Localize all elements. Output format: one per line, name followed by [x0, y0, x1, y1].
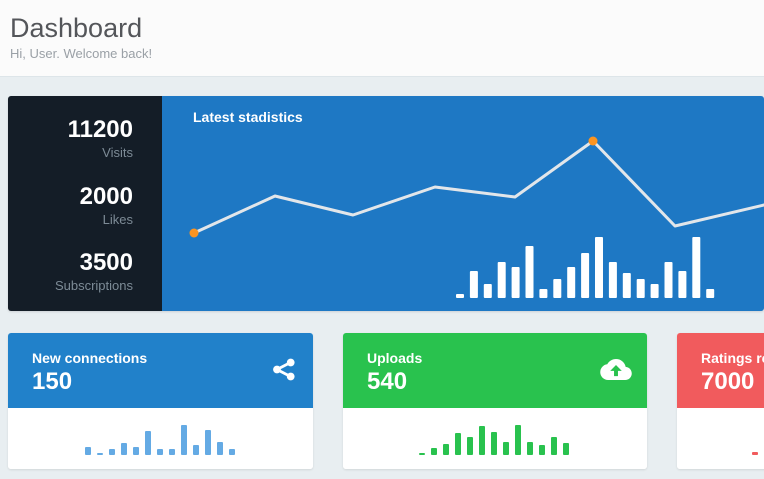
mini-bar: [515, 425, 521, 455]
page-title: Dashboard: [10, 13, 143, 43]
page-header: Dashboard Hi, User. Welcome back!: [0, 0, 764, 77]
stats-summary-panel: 11200 Visits 2000 Likes 3500 Subscriptio…: [8, 96, 162, 311]
latest-statistics-panel: Latest stadistics: [162, 96, 764, 311]
mini-bar: [85, 447, 91, 455]
new-connections-minichart: [8, 408, 313, 469]
stat-subscriptions-label: Subscriptions: [54, 278, 133, 293]
share-icon: [271, 356, 297, 388]
mini-bar: [205, 430, 211, 455]
card-label: Uploads: [367, 350, 423, 366]
new-connections-card[interactable]: New connections 150: [8, 333, 313, 469]
mini-bar: [419, 453, 425, 455]
uploads-minichart: [343, 408, 647, 469]
stat-likes: 2000 Likes: [8, 182, 133, 227]
card-value: 150: [32, 368, 73, 395]
mini-bar: [109, 449, 115, 455]
statistics-chart: [189, 136, 764, 298]
mini-bar: [551, 437, 557, 455]
mini-bar: [467, 437, 473, 455]
mini-bar: [193, 445, 199, 455]
mini-bar: [121, 443, 127, 455]
statistics-panel-title: Latest stadistics: [193, 109, 303, 125]
mini-bar: [563, 443, 569, 455]
uploads-card-header: Uploads 540: [343, 333, 647, 408]
stat-likes-value: 2000: [79, 182, 133, 210]
stat-visits: 11200 Visits: [8, 116, 133, 161]
mini-bar: [491, 432, 497, 455]
mini-bar: [229, 449, 235, 455]
card-value: 540: [367, 368, 408, 395]
cloud-upload-icon: [600, 359, 632, 385]
mini-bar: [752, 452, 758, 455]
mini-bar: [455, 433, 461, 455]
card-label: New connections: [32, 350, 148, 366]
stat-likes-label: Likes: [102, 211, 133, 227]
ratings-received-card[interactable]: Ratings received 7000: [677, 333, 764, 469]
stat-visits-value: 11200: [67, 116, 133, 143]
ratings-card-header: Ratings received 7000: [677, 333, 764, 408]
page-subtitle: Hi, User. Welcome back!: [10, 46, 153, 62]
stat-subscriptions: 3500 Subscriptions: [8, 249, 133, 294]
mini-bar: [133, 447, 139, 455]
mini-bar: [431, 448, 437, 455]
mini-bar: [503, 442, 509, 455]
uploads-card[interactable]: Uploads 540: [343, 333, 647, 469]
mini-bar: [157, 449, 163, 455]
mini-bar: [479, 426, 485, 455]
card-value: 7000: [701, 368, 755, 395]
mini-bar: [181, 425, 187, 455]
mini-bar: [97, 453, 103, 455]
mini-bar: [169, 449, 175, 455]
mini-bar: [145, 431, 151, 455]
stat-subscriptions-value: 3500: [79, 249, 133, 276]
mini-bar: [217, 442, 223, 455]
mini-bar: [539, 445, 545, 455]
mini-bar: [443, 444, 449, 455]
new-connections-card-header: New connections 150: [8, 333, 313, 408]
mini-bar: [527, 442, 533, 455]
stat-visits-label: Visits: [102, 145, 133, 160]
ratings-minichart: [677, 408, 764, 469]
card-label: Ratings received: [701, 350, 764, 366]
